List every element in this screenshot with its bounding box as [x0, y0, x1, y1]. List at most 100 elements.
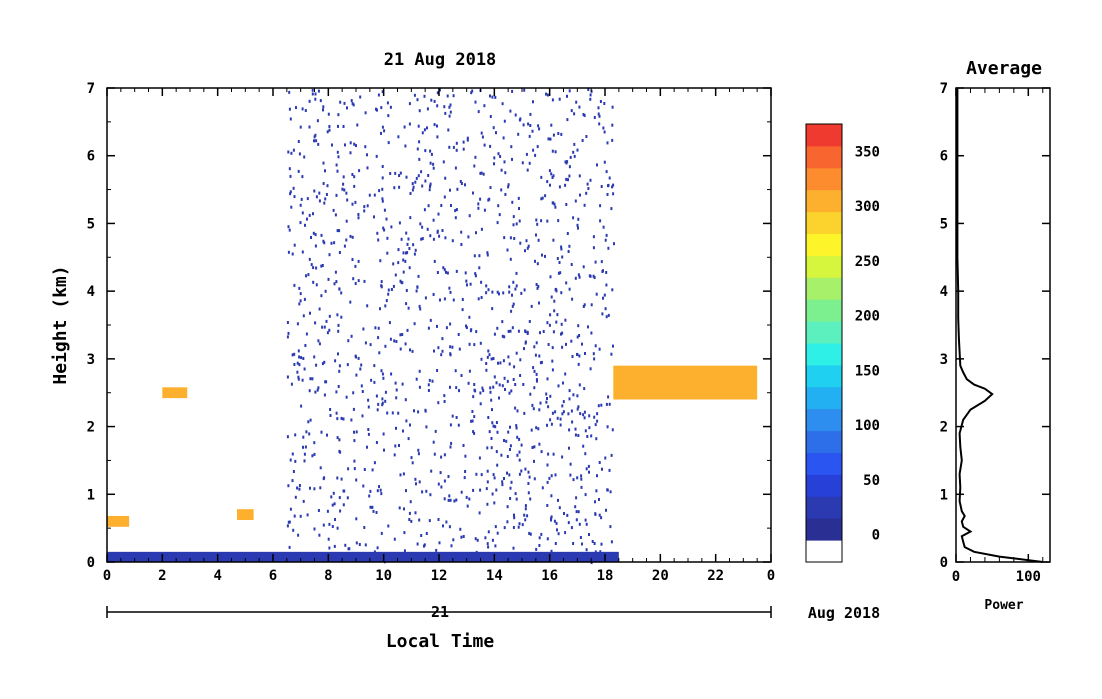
- heatmap-cell: [540, 175, 543, 179]
- colorbar-swatch: [806, 343, 842, 366]
- heatmap-cell: [572, 150, 575, 154]
- heatmap-cell: [395, 396, 398, 400]
- heatmap-cell: [418, 157, 421, 161]
- heatmap-cell: [440, 204, 443, 207]
- heatmap-cell: [390, 372, 393, 376]
- heatmap-cell: [322, 161, 325, 165]
- heatmap-cell: [412, 185, 415, 189]
- heatmap-cell: [328, 328, 331, 332]
- heatmap-cell: [460, 374, 463, 377]
- heatmap-cell: [452, 145, 455, 149]
- heatmap-cell: [373, 215, 375, 219]
- heatmap-cell: [373, 193, 376, 197]
- heatmap-cell: [327, 277, 330, 281]
- heatmap-cell: [557, 219, 560, 223]
- heatmap-cell: [612, 192, 615, 196]
- heatmap-cell: [343, 244, 346, 248]
- heatmap-cell: [389, 557, 392, 560]
- heatmap-cell: [503, 119, 506, 123]
- heatmap-cell: [603, 293, 606, 297]
- colorbar-swatch: [806, 452, 842, 475]
- heatmap-cell: [383, 228, 386, 232]
- heatmap-cell: [576, 353, 578, 356]
- heatmap-cell: [376, 546, 379, 550]
- heatmap-cell: [575, 518, 578, 522]
- heatmap-cell: [598, 122, 601, 126]
- heatmap-cell: [417, 274, 420, 278]
- heatmap-cell: [547, 452, 550, 456]
- heatmap-cell: [559, 417, 562, 421]
- heatmap-cell: [294, 459, 297, 463]
- heatmap-cell: [441, 349, 444, 353]
- heatmap-cell: [454, 209, 457, 213]
- heatmap-cell: [425, 489, 428, 493]
- heatmap-cell: [311, 454, 314, 458]
- heatmap-cell: [603, 130, 606, 134]
- heatmap-cell: [320, 264, 323, 268]
- heatmap-cell: [424, 179, 427, 183]
- heatmap-cell: [381, 165, 384, 168]
- heatmap-cell: [550, 549, 553, 553]
- heatmap-cell: [513, 513, 515, 517]
- heatmap-cell: [566, 118, 569, 122]
- date-axis-day: 21: [431, 603, 449, 621]
- heatmap-cell: [556, 416, 559, 420]
- heatmap-cell: [327, 537, 330, 541]
- heatmap-cell: [607, 395, 610, 399]
- heatmap-cell: [557, 132, 560, 135]
- heatmap-cell: [408, 122, 411, 126]
- main-frame: [106, 87, 772, 563]
- heatmap-cell: [296, 322, 299, 326]
- heatmap-cell: [507, 185, 510, 189]
- heatmap-cell: [345, 395, 348, 399]
- heatmap-cell: [480, 296, 483, 299]
- heatmap-cell: [298, 152, 301, 156]
- heatmap-cell: [472, 395, 475, 399]
- heatmap-cell: [303, 459, 306, 463]
- heatmap-cell: [420, 534, 423, 537]
- heatmap-cell: [308, 432, 311, 436]
- heatmap-cell: [303, 367, 306, 371]
- avg-y-tick-label: 5: [940, 216, 948, 232]
- heatmap-cell: [473, 388, 476, 392]
- heatmap-cell: [535, 378, 538, 382]
- heatmap-cell: [389, 172, 392, 175]
- heatmap-cell: [380, 106, 383, 110]
- heatmap-cell: [510, 389, 513, 393]
- heatmap-cell: [595, 489, 598, 493]
- heatmap-cell: [460, 535, 463, 539]
- heatmap-cell: [563, 512, 565, 515]
- heatmap-cell: [375, 441, 378, 444]
- heatmap-cell: [549, 183, 551, 187]
- heatmap-cell: [448, 105, 451, 109]
- heatmap-cell: [427, 389, 430, 392]
- heatmap-cell: [533, 477, 536, 481]
- heatmap-cell: [434, 429, 437, 433]
- heatmap-cell: [532, 366, 535, 370]
- heatmap-cell: [421, 184, 424, 188]
- heatmap-cell: [406, 242, 409, 246]
- heatmap-cell: [611, 288, 614, 292]
- heatmap-cell: [352, 103, 355, 107]
- heatmap-cell: [330, 495, 333, 499]
- heatmap-cell: [418, 140, 421, 144]
- heatmap-cell: [507, 329, 510, 333]
- heatmap-cell: [335, 280, 338, 284]
- avg-x-tick-label: 100: [1016, 569, 1041, 585]
- heatmap-cell: [364, 543, 367, 547]
- heatmap-cell: [363, 205, 366, 209]
- heatmap-cell: [466, 136, 469, 140]
- heatmap-cell: [417, 124, 420, 128]
- heatmap-cell: [328, 546, 331, 550]
- heatmap-cell: [474, 155, 477, 159]
- heatmap-cell: [584, 518, 587, 522]
- heatmap-cell: [475, 330, 478, 334]
- heatmap-cell: [418, 480, 421, 484]
- heatmap-cell: [429, 318, 432, 322]
- heatmap-cell: [608, 468, 611, 472]
- heatmap-cell: [497, 204, 500, 208]
- heatmap-cell: [379, 488, 382, 492]
- heatmap-cell: [546, 504, 549, 507]
- heatmap-cell: [589, 558, 592, 562]
- heatmap-cell: [577, 273, 580, 277]
